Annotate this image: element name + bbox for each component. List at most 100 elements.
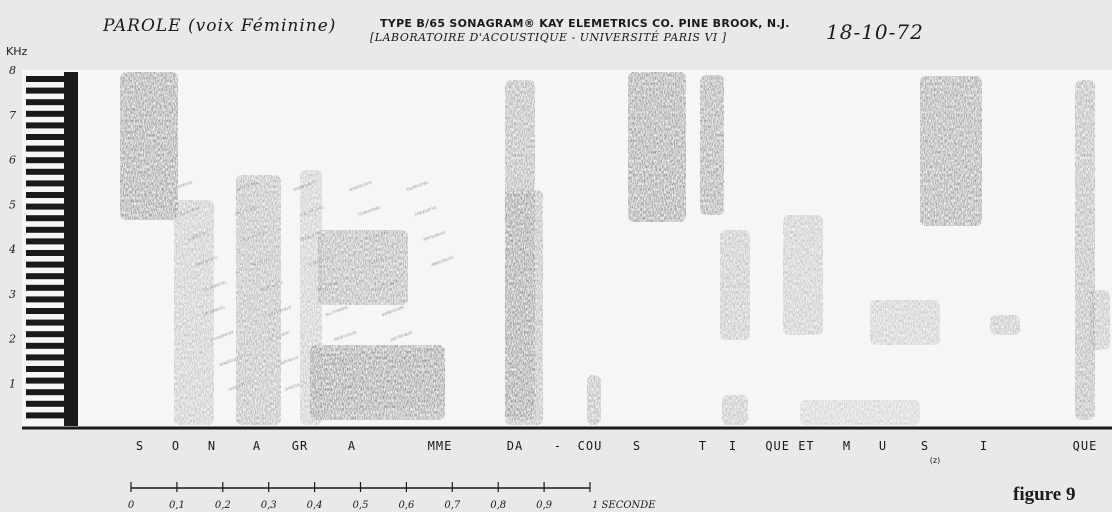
phoneme-label: A: [348, 439, 356, 453]
calibration-bar: [26, 76, 70, 82]
harmonic-streak: [319, 364, 446, 371]
harmonic-streak: [319, 394, 446, 401]
laboratory-label: [LABORATOIRE D'ACOUSTIQUE - UNIVERSITÉ P…: [370, 31, 727, 44]
phoneme-label: QUE ET: [765, 439, 814, 453]
formant-streak: [365, 230, 390, 242]
phoneme-label: DA: [507, 439, 523, 453]
formant-streak: [203, 280, 227, 292]
formant-streak: [413, 205, 438, 217]
frequency-tick-labels: 1 2 3 4 5 6 7 8: [8, 64, 16, 390]
calibration-bar: [26, 215, 70, 222]
energy-region: [870, 300, 940, 345]
phoneme-label: I: [729, 439, 737, 453]
phoneme-label: M: [843, 439, 851, 453]
phoneme-label: GR: [292, 439, 308, 453]
calibration-bar: [26, 354, 70, 361]
phoneme-note: (z): [930, 456, 940, 465]
energy-regions: [120, 72, 1110, 425]
formant-streak: [177, 205, 202, 217]
energy-region: [505, 190, 543, 425]
formant-streak: [194, 255, 219, 267]
frequency-tick-label: 4: [8, 243, 16, 256]
phoneme-label: O: [172, 439, 180, 453]
time-tick-label: 0,8: [490, 500, 506, 511]
formant-streak: [364, 255, 388, 267]
frequency-tick-label: 5: [9, 198, 16, 211]
phoneme-label: I: [980, 439, 988, 453]
energy-region: [800, 400, 920, 425]
formant-streak: [275, 355, 299, 367]
phoneme-label: MME: [428, 439, 453, 453]
harmonic-streak: [319, 389, 446, 396]
formant-streak: [251, 255, 275, 267]
calibration-bar: [26, 342, 70, 349]
calibration-bar: [26, 157, 70, 164]
time-unit-label: 1 SECONDE: [592, 500, 656, 511]
harmonic-streak: [319, 379, 446, 386]
formant-streak: [299, 230, 323, 242]
calibration-bar: [26, 389, 70, 396]
formant-streak: [218, 355, 243, 367]
calibration-bar: [26, 192, 70, 198]
formant-streak: [268, 305, 292, 317]
harmonic-streak: [319, 399, 446, 406]
formant-streak: [405, 180, 429, 192]
calibration-bar: [26, 412, 70, 419]
formant-streak: [235, 180, 260, 192]
formant-streak: [372, 280, 397, 292]
calibration-bar: [26, 250, 70, 256]
energy-region: [722, 395, 748, 425]
calibration-bar: [26, 110, 70, 117]
calibration-bar: [26, 273, 70, 280]
energy-region: [783, 215, 823, 335]
phoneme-label: S: [136, 439, 144, 453]
formant-streak: [292, 180, 316, 192]
formant-streak: [186, 230, 210, 242]
energy-region: [720, 230, 750, 340]
formant-streak: [300, 205, 325, 217]
frequency-tick-label: 8: [9, 64, 16, 77]
harmonic-streak: [319, 354, 446, 361]
formant-streak: [210, 330, 234, 342]
phoneme-label: S: [633, 439, 641, 453]
formant-streak: [348, 180, 373, 192]
phoneme-label: U: [879, 439, 887, 453]
frequency-tick-label: 7: [9, 109, 16, 122]
formant-streak: [201, 305, 226, 317]
energy-region: [120, 72, 178, 220]
time-tick-label: 0,6: [398, 500, 415, 511]
calibration-bar: [26, 99, 70, 106]
time-tick-label: 0,1: [169, 500, 185, 511]
calibration-column: [64, 72, 78, 426]
calibration-bar: [26, 400, 70, 407]
formant-streak: [234, 205, 258, 217]
formant-streak: [227, 380, 251, 392]
formant-streak: [266, 330, 291, 342]
frequency-tick-label: 3: [9, 288, 16, 301]
calibration-bar: [26, 331, 70, 338]
formant-streak: [381, 305, 405, 317]
energy-region: [990, 315, 1020, 335]
frequency-tick-label: 6: [9, 154, 16, 167]
formant-streak: [422, 230, 446, 242]
calibration-bar: [26, 145, 70, 152]
harmonic-streak: [319, 384, 446, 391]
phoneme-label: A: [253, 439, 261, 453]
formant-streak: [169, 180, 193, 192]
phoneme-label: N: [208, 439, 216, 453]
harmonic-streak: [319, 359, 446, 366]
frequency-tick-label: 2: [8, 333, 16, 346]
frequency-scale-bars: [26, 72, 78, 426]
figure-label: figure 9: [1013, 484, 1076, 505]
harmonic-streak: [319, 404, 446, 411]
formant-streak: [333, 330, 357, 342]
calibration-bar: [26, 134, 70, 140]
time-tick-label: 0,7: [444, 500, 461, 511]
phoneme-label: -: [554, 439, 562, 453]
calibration-bar: [26, 377, 70, 384]
phoneme-labels: S O N A GR A MME DA - COU S T I QUE ET M U S I QUE (z): [136, 439, 1098, 465]
frequency-tick-label: 1: [9, 377, 16, 390]
phoneme-label: QUE: [1073, 439, 1098, 453]
energy-region: [318, 230, 408, 305]
energy-region: [700, 75, 724, 215]
